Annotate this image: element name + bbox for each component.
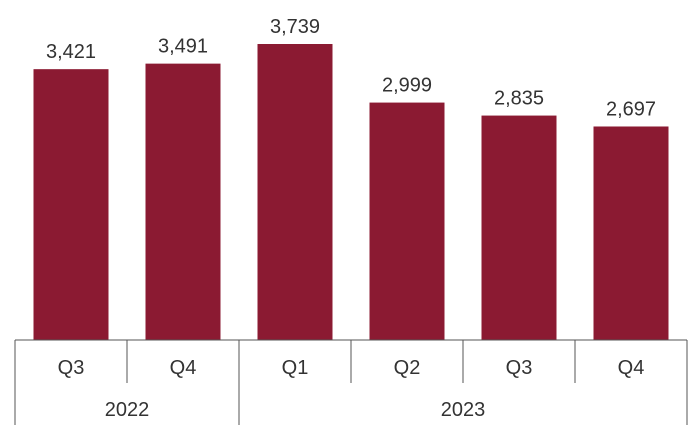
- bar-2: [145, 63, 221, 340]
- x-tick-label-6: Q4: [618, 357, 645, 379]
- x-tick-label-2: Q4: [170, 357, 197, 379]
- x-tick-label-4: Q2: [394, 357, 421, 379]
- bar-value-label-5: 2,835: [494, 88, 544, 110]
- group-label-1: 2022: [105, 399, 150, 421]
- x-tick-label-3: Q1: [282, 357, 309, 379]
- bar-3: [257, 44, 333, 340]
- x-tick-label-1: Q3: [58, 357, 85, 379]
- bar-value-label-6: 2,697: [606, 98, 656, 120]
- bars-layer: [33, 44, 669, 341]
- bar-value-label-1: 3,421: [46, 41, 96, 63]
- group-label-2: 2023: [441, 399, 486, 421]
- bar-1: [33, 69, 109, 341]
- bar-4: [369, 102, 445, 340]
- bar-value-label-3: 3,739: [270, 16, 320, 38]
- category-axis: Q3 Q4 Q1 Q2 Q3 Q4 2022 2023: [14, 339, 688, 425]
- x-tick-label-5: Q3: [506, 357, 533, 379]
- bar-6: [593, 126, 669, 341]
- bar-5: [481, 115, 557, 340]
- bar-value-label-4: 2,999: [382, 75, 432, 97]
- data-labels-layer: 3,421 3,491 3,739 2,999 2,835 2,697: [46, 16, 656, 120]
- bar-value-label-2: 3,491: [158, 36, 208, 58]
